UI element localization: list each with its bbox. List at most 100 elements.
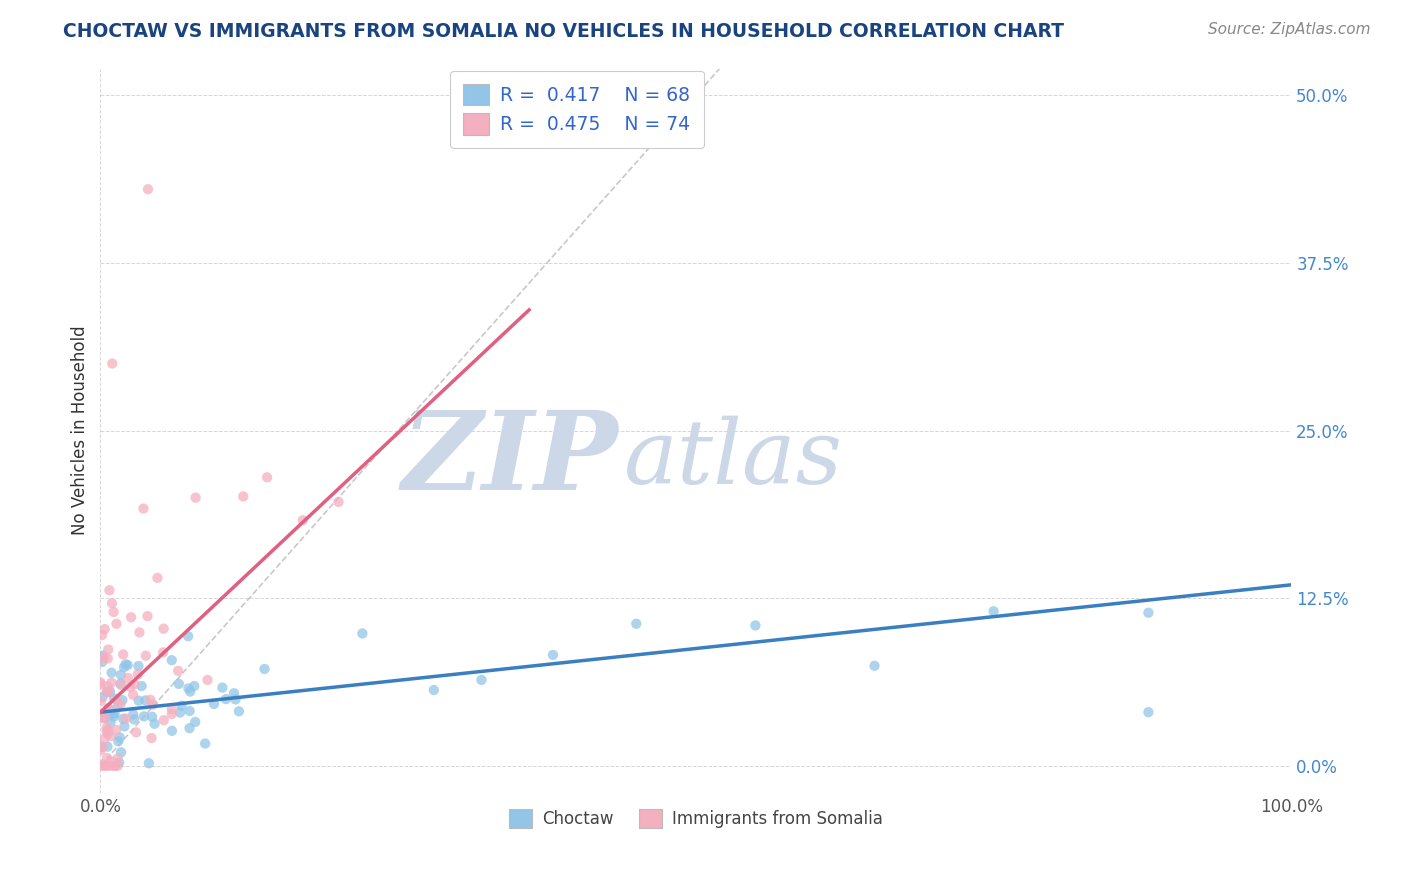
Point (184, 714, 207, 729)
Point (197, 673, 219, 687)
Point (107, 700, 129, 714)
Point (177, 681, 200, 696)
Point (120, 610, 142, 624)
Point (122, 688, 145, 702)
Point (91, 690, 114, 705)
Point (117, 671, 139, 685)
Point (91, 711, 114, 725)
Point (91, 739, 114, 754)
Point (228, 704, 250, 718)
Point (202, 697, 225, 711)
Point (184, 491, 207, 505)
Point (139, 692, 162, 706)
Point (89, 675, 111, 690)
Point (110, 745, 132, 759)
Point (91, 648, 114, 663)
Point (256, 470, 278, 484)
Point (112, 648, 135, 662)
Point (136, 609, 159, 624)
Point (111, 693, 134, 707)
Point (146, 571, 169, 585)
Point (107, 695, 129, 709)
Point (253, 662, 276, 676)
Point (124, 677, 146, 691)
Point (89, 651, 111, 665)
Point (626, 616, 648, 631)
Point (98, 759, 121, 773)
Point (90, 677, 112, 691)
Point (1137, 606, 1160, 620)
Point (100, 729, 122, 743)
Point (105, 616, 128, 631)
Point (110, 697, 132, 711)
Point (291, 513, 314, 527)
Point (100, 675, 122, 690)
Point (98, 706, 121, 721)
Point (107, 759, 129, 773)
Point (1137, 705, 1160, 719)
Point (97, 727, 120, 741)
Point (107, 734, 129, 748)
Point (169, 706, 191, 720)
Point (108, 756, 131, 770)
Point (225, 692, 247, 706)
Point (114, 657, 136, 672)
Point (115, 711, 138, 725)
Point (107, 751, 129, 765)
Text: atlas: atlas (624, 417, 844, 503)
Point (108, 731, 131, 745)
Point (138, 756, 160, 771)
Point (183, 679, 205, 693)
Point (104, 759, 127, 773)
Point (110, 678, 132, 692)
Point (90, 759, 112, 773)
Point (90, 694, 112, 708)
Point (96, 724, 118, 739)
Point (120, 680, 142, 694)
Point (100, 665, 122, 680)
Point (167, 677, 190, 691)
Text: ZIP: ZIP (402, 406, 619, 513)
Point (160, 723, 183, 738)
Point (105, 723, 128, 737)
Point (152, 622, 174, 636)
Point (94, 759, 117, 773)
Point (97, 651, 120, 665)
Point (96, 679, 118, 693)
Point (100, 754, 122, 768)
Point (110, 676, 132, 690)
Point (97, 701, 120, 715)
Point (101, 596, 124, 610)
Legend: Choctaw, Immigrants from Somalia: Choctaw, Immigrants from Somalia (502, 803, 890, 835)
Point (167, 664, 190, 678)
Point (215, 692, 238, 706)
Point (131, 679, 153, 693)
Point (100, 715, 122, 730)
Point (136, 182, 159, 196)
Point (96, 739, 118, 754)
Point (122, 713, 145, 727)
Point (179, 721, 201, 735)
Point (112, 660, 135, 674)
Point (128, 693, 150, 707)
Point (222, 686, 245, 700)
Point (96, 721, 118, 735)
Point (134, 693, 156, 707)
Point (96, 685, 118, 699)
Point (91, 655, 114, 669)
Point (101, 357, 124, 371)
Point (132, 501, 155, 516)
Point (93, 732, 115, 747)
Point (93, 711, 115, 725)
Point (98, 583, 121, 598)
Point (170, 698, 193, 713)
Point (352, 626, 374, 640)
Point (98, 684, 121, 698)
Point (160, 653, 183, 667)
Point (90, 743, 112, 757)
Point (122, 707, 145, 722)
Point (177, 629, 200, 643)
Point (112, 719, 135, 733)
Point (328, 495, 350, 509)
Point (179, 704, 201, 718)
